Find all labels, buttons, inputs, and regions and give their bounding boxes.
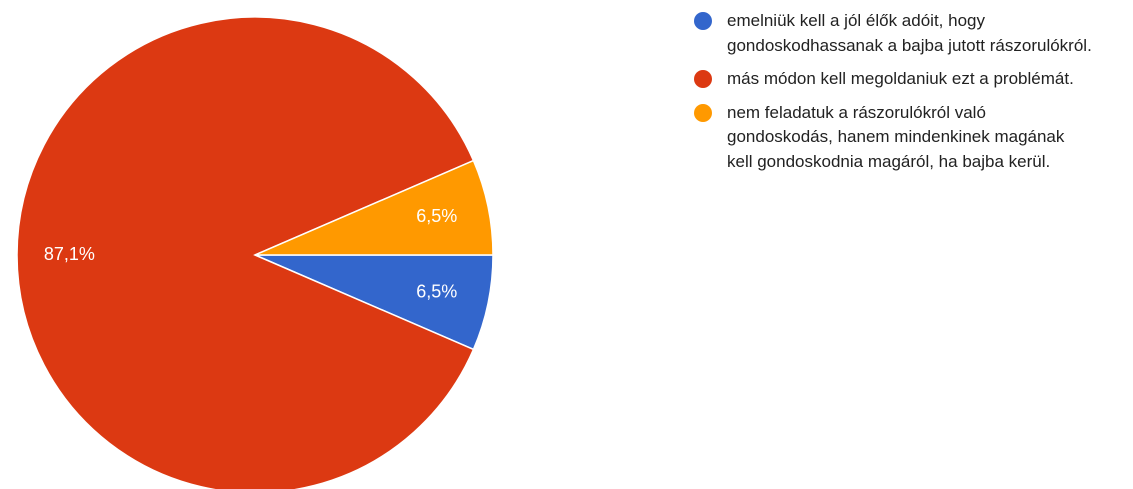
legend: emelniük kell a jól élők adóit, hogy gon… [694, 9, 1094, 183]
legend-marker [694, 103, 712, 122]
legend-marker [694, 70, 712, 88]
legend-label: nem feladatuk a rászorulókról való gondo… [727, 102, 1065, 171]
legend-item: emelniük kell a jól élők adóit, hogy gon… [694, 9, 1094, 58]
slice-label: 6,5% [416, 206, 457, 226]
legend-label: emelniük kell a jól élők adóit, hogy gon… [727, 11, 1092, 55]
legend-marker [694, 12, 712, 30]
slice-label: 87,1% [44, 244, 95, 264]
legend-item: más módon kell megoldaniuk ezt a problém… [694, 67, 1094, 92]
slice-label: 6,5% [416, 281, 457, 301]
legend-item: nem feladatuk a rászorulókról való gondo… [694, 101, 1094, 175]
pie-slice [254, 159, 494, 256]
legend-label: más módon kell megoldaniuk ezt a problém… [727, 69, 1074, 88]
pie-slice [16, 16, 475, 489]
chart: 6,5% 87,1% 6,5% [16, 16, 494, 489]
